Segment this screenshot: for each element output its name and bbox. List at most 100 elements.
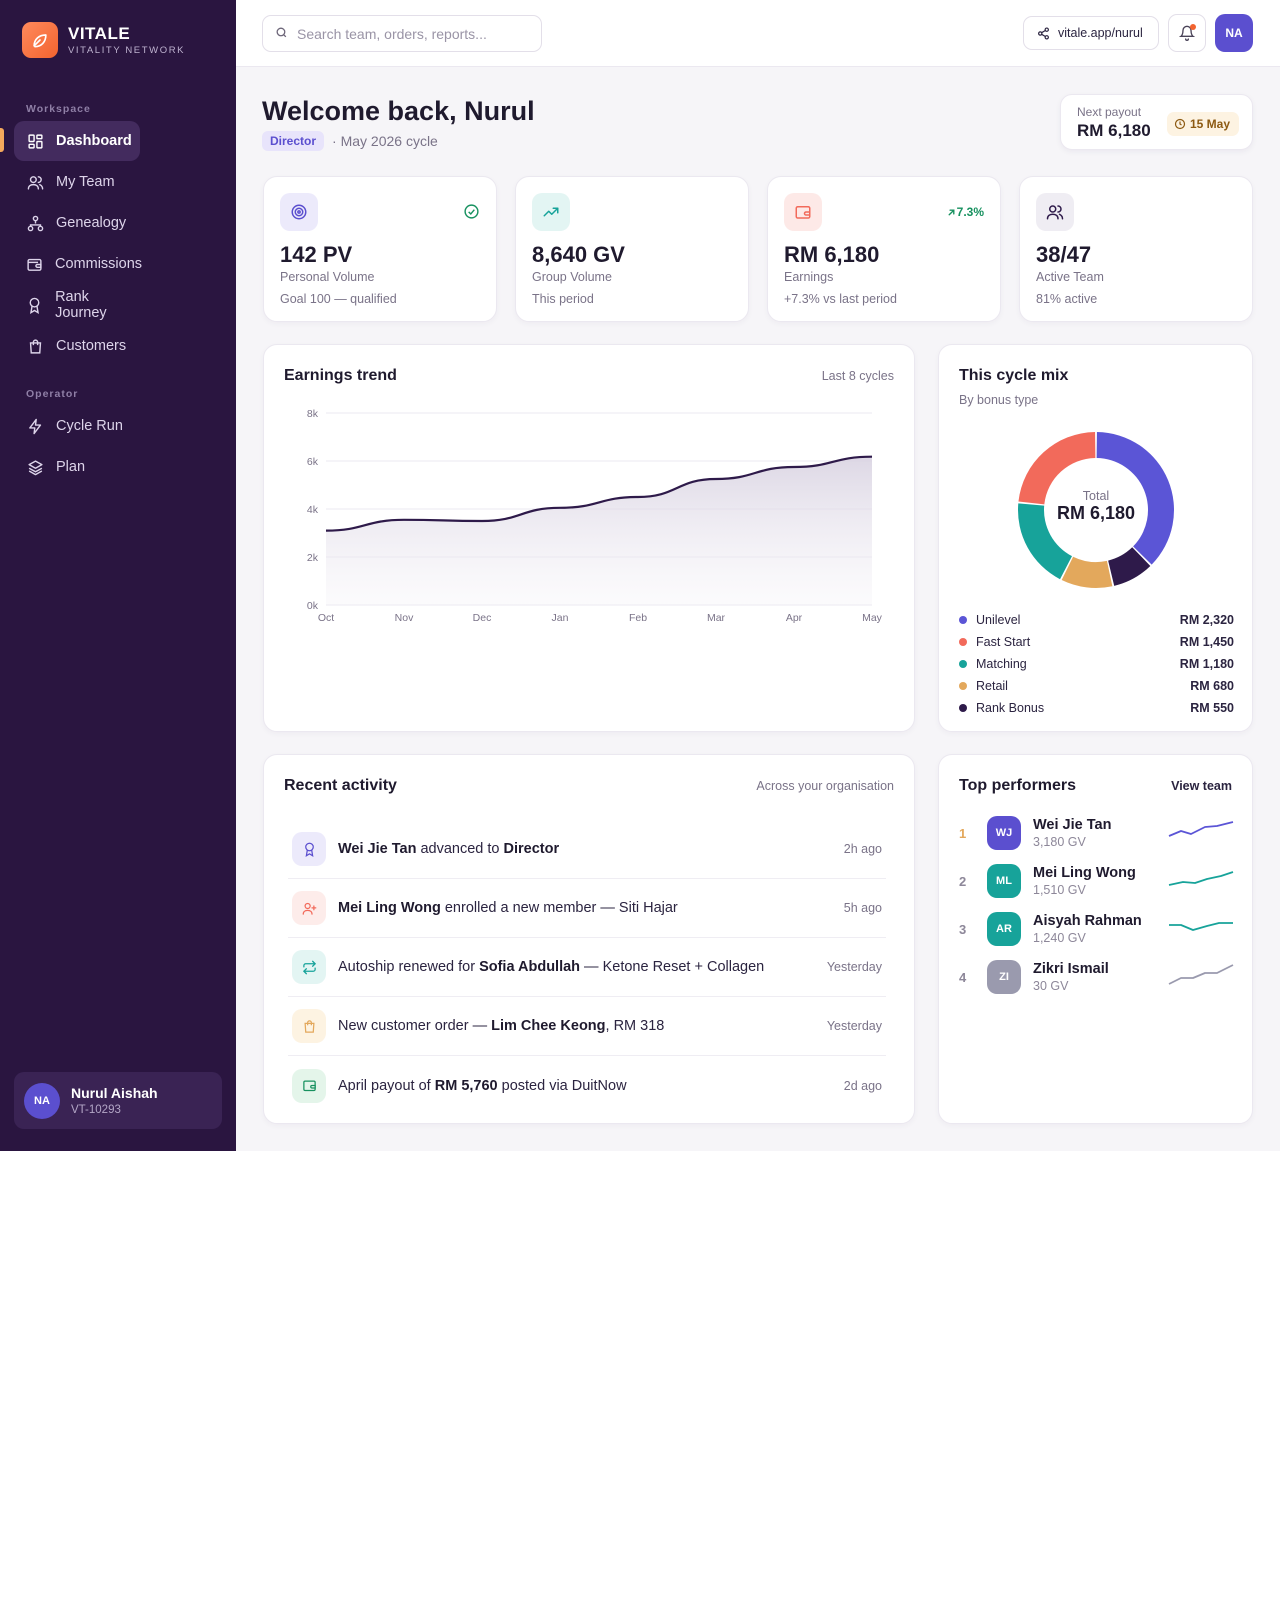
users-icon <box>26 173 44 191</box>
cycle-mix-card: This cycle mix By bonus type Total RM 6,… <box>938 344 1253 732</box>
current-user-card[interactable]: NA Nurul Aishah VT-10293 <box>14 1072 222 1129</box>
cycle-label: · May 2026 cycle <box>332 133 438 149</box>
stat-note: This period <box>532 292 594 306</box>
legend-item-unilevel[interactable]: Unilevel RM 2,320 <box>959 609 1234 631</box>
performer-gv: 1,510 GV <box>1033 883 1086 897</box>
legend-swatch <box>959 638 967 646</box>
stat-value: RM 6,180 <box>784 242 880 267</box>
x-tick-label: Nov <box>395 612 414 624</box>
legend-value: RM 1,180 <box>1179 657 1234 671</box>
legend-value: RM 1,450 <box>1179 635 1234 649</box>
sidebar-item-dashboard[interactable]: Dashboard <box>14 121 140 161</box>
list-item[interactable]: April payout of RM 5,760 posted via Duit… <box>288 1056 886 1115</box>
clock-icon <box>1174 118 1186 130</box>
sidebar-item-label: Genealogy <box>56 215 127 231</box>
performer-name: Aisyah Rahman <box>1033 913 1142 929</box>
list-item[interactable]: Autoship renewed for Sofia Abdullah — Ke… <box>288 938 886 997</box>
sidebar-item-label: Plan <box>56 459 86 475</box>
sidebar-item-genealogy[interactable]: Genealogy <box>14 203 140 243</box>
y-tick-label: 2k <box>307 552 319 564</box>
award-icon <box>292 832 326 866</box>
performer-rank: 3 <box>959 921 967 937</box>
sidebar-item-label: My Team <box>56 174 115 190</box>
cycle-mix-donut-chart <box>1018 432 1174 588</box>
slice-fast-start[interactable] <box>1018 432 1096 505</box>
notifications-button[interactable] <box>1168 14 1206 52</box>
y-tick-label: 6k <box>307 456 319 468</box>
performer-gv: 30 GV <box>1033 979 1069 993</box>
performer-gv: 3,180 GV <box>1033 835 1086 849</box>
donut-center-value: RM 6,180 <box>1056 503 1136 523</box>
x-tick-label: Dec <box>473 612 492 624</box>
mix-legend: Unilevel RM 2,320 Fast Start RM 1,450 Matchi… <box>959 609 1234 719</box>
performer-row[interactable]: 1 WJ Wei Jie Tan 3,180 GV <box>959 813 1235 853</box>
performer-rank: 4 <box>959 969 967 985</box>
avatar: ZI <box>987 960 1021 994</box>
sidebar-item-label: Customers <box>56 338 127 354</box>
share-link-button[interactable]: vitale.app/nurul <box>1023 16 1159 50</box>
layers-icon <box>26 458 44 476</box>
page-title: Welcome back, Nurul <box>262 96 535 126</box>
next-payout-card[interactable]: Next payout RM 6,180 15 May <box>1060 94 1253 150</box>
legend-item-rank-bonus[interactable]: Rank Bonus RM 550 <box>959 697 1234 719</box>
performer-gv: 1,240 GV <box>1033 931 1086 945</box>
share-link-text: vitale.app/nurul <box>1058 26 1143 40</box>
card-title: Earnings trend <box>284 367 397 384</box>
bolt-icon <box>26 417 44 435</box>
leaf-logo-icon <box>22 22 58 58</box>
slice-rank-bonus[interactable] <box>1108 547 1151 586</box>
performer-row[interactable]: 4 ZI Zikri Ismail 30 GV <box>959 957 1235 997</box>
stat-card-active-team[interactable]: 38/47 Active Team 81% active <box>1019 176 1253 322</box>
users-icon <box>1036 193 1074 231</box>
profile-avatar-button[interactable]: NA <box>1215 14 1253 52</box>
activity-text: New customer order — Lim Chee Keong, RM … <box>338 1018 665 1034</box>
slice-retail[interactable] <box>1061 556 1113 588</box>
sidebar-item-plan[interactable]: Plan <box>14 447 140 487</box>
sidebar-item-my-team[interactable]: My Team <box>14 162 140 202</box>
search-box[interactable] <box>262 15 542 52</box>
performer-name: Wei Jie Tan <box>1033 817 1112 833</box>
trending-up-icon <box>532 193 570 231</box>
performer-sparkline <box>1169 922 1233 931</box>
card-aside: Across your organisation <box>756 779 894 793</box>
wallet-icon <box>784 193 822 231</box>
stat-card-earnings[interactable]: 7.3% RM 6,180 Earnings +7.3% vs last per… <box>767 176 1001 322</box>
list-item[interactable]: New customer order — Lim Chee Keong, RM … <box>288 997 886 1056</box>
recent-activity-card: Recent activity Across your organisation… <box>263 754 915 1124</box>
card-title: Recent activity <box>284 777 397 794</box>
donut-center-label: Total <box>1082 489 1110 503</box>
sidebar-item-commissions[interactable]: Commissions <box>14 244 142 284</box>
slice-unilevel[interactable] <box>1096 432 1174 565</box>
card-title: Top performers <box>959 777 1077 794</box>
search-input[interactable] <box>297 25 527 42</box>
legend-item-retail[interactable]: Retail RM 680 <box>959 675 1234 697</box>
view-team-link[interactable]: View team <box>1171 779 1232 793</box>
legend-swatch <box>959 704 967 712</box>
avatar: WJ <box>987 816 1021 850</box>
sidebar-item-rank-journey[interactable]: Rank Journey <box>14 285 140 325</box>
x-tick-label: Oct <box>318 612 334 624</box>
performer-sparkline <box>1168 871 1234 886</box>
stat-note: 81% active <box>1036 292 1098 306</box>
stat-card-personal-volume[interactable]: 142 PV Personal Volume Goal 100 — qualif… <box>263 176 497 322</box>
sidebar-item-customers[interactable]: Customers <box>14 326 140 366</box>
payout-date-badge: 15 May <box>1167 112 1240 136</box>
legend-swatch <box>959 616 967 624</box>
slice-matching[interactable] <box>1018 503 1073 580</box>
stat-card-group-volume[interactable]: 8,640 GV Group Volume This period <box>515 176 749 322</box>
activity-text: Autoship renewed for Sofia Abdullah — Ke… <box>338 959 765 975</box>
brand[interactable]: VITALE VITALITY NETWORK <box>22 22 185 58</box>
list-item[interactable]: Mei Ling Wong enrolled a new member — Si… <box>288 879 886 938</box>
search-icon <box>275 26 288 42</box>
check-circle-icon <box>463 203 480 223</box>
legend-item-fast-start[interactable]: Fast Start RM 1,450 <box>959 631 1234 653</box>
performer-row[interactable]: 3 AR Aisyah Rahman 1,240 GV <box>959 909 1235 949</box>
x-tick-label: Apr <box>786 612 803 624</box>
sidebar-item-cycle-run[interactable]: Cycle Run <box>14 406 140 446</box>
legend-item-matching[interactable]: Matching RM 1,180 <box>959 653 1234 675</box>
user-name: Nurul Aishah <box>71 1085 158 1101</box>
list-item[interactable]: Wei Jie Tan advanced to Director 2h ago <box>288 820 886 879</box>
performer-row[interactable]: 2 ML Mei Ling Wong 1,510 GV <box>959 861 1235 901</box>
earnings-trend-chart: 0k 2k 4k 6k 8k Oct Nov Dec Jan Feb Mar Apr May <box>307 408 883 624</box>
bell-icon <box>1179 25 1195 41</box>
